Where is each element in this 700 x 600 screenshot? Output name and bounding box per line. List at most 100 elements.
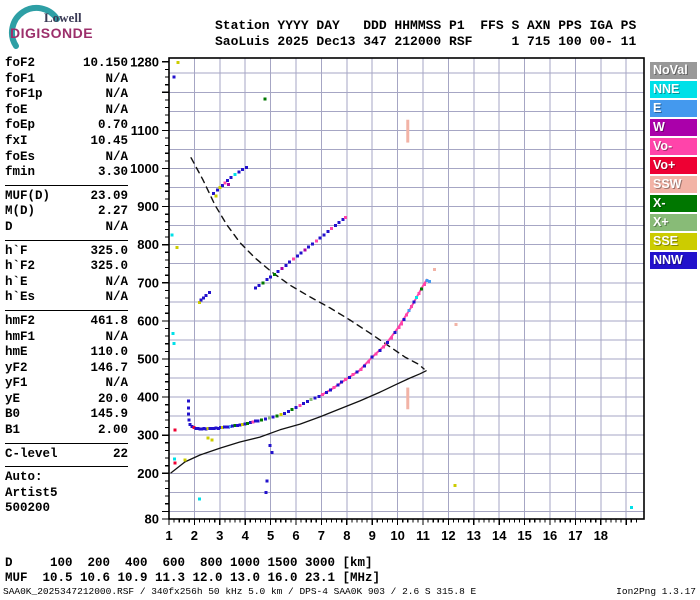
param-row: yF1 N/A xyxy=(5,376,128,392)
scattered-echoes-point xyxy=(427,280,431,284)
echo-direction-legend: NoVal NNE E W Vo- Vo+ SSW X- X+ SSE NNW xyxy=(650,62,697,271)
lowell-digisonde-logo: Lowell DIGISONDE xyxy=(4,2,134,54)
param-value: 10.150 xyxy=(82,56,128,70)
header-station-values: SaoLuis 2025 Dec13 347 212000 RSF 1 715 … xyxy=(215,34,637,49)
y-axis-label: 600 xyxy=(137,313,159,328)
F-trace-point xyxy=(313,396,317,400)
2F-multiple-trace-point xyxy=(197,301,201,305)
F-trace-point xyxy=(260,418,264,422)
y-axis-label: 700 xyxy=(137,275,159,290)
2F-multiple-trace-point xyxy=(257,283,261,287)
F-trace-point xyxy=(224,425,228,429)
param-label: h`E xyxy=(5,274,28,289)
plot-frame xyxy=(168,57,645,520)
param-row: M(D) 2.27 xyxy=(5,204,128,220)
2F-multiple-trace-point xyxy=(284,263,288,267)
3F-multiple-trace-point xyxy=(211,191,215,195)
F-trace-point xyxy=(188,423,192,427)
3F-multiple-trace-point xyxy=(218,186,222,190)
2F-multiple-trace-point xyxy=(208,291,212,295)
F-trace-point xyxy=(246,421,250,425)
scattered-echoes-point xyxy=(173,461,177,465)
y-axis-label: 200 xyxy=(137,466,159,481)
param-value: N/A xyxy=(105,149,128,164)
F-trace-point xyxy=(222,425,226,429)
F-trace-point xyxy=(208,426,212,430)
F-trace-point xyxy=(187,412,191,416)
2F-multiple-trace-point xyxy=(253,286,257,290)
param-row: hmF1 N/A xyxy=(5,330,128,346)
F-trace-point xyxy=(256,419,260,423)
scattered-echoes-point xyxy=(264,490,268,494)
F-trace-point xyxy=(279,413,283,417)
2F-multiple-trace-point xyxy=(269,275,273,279)
x-axis-label: 12 xyxy=(441,528,455,543)
param-label: foE xyxy=(5,102,28,117)
F-trace-point xyxy=(216,426,220,430)
param-label: foEs xyxy=(5,149,36,164)
F-trace-point xyxy=(385,341,389,345)
x-axis-label: 9 xyxy=(369,528,376,543)
F-trace-point xyxy=(415,296,419,300)
F-trace-point xyxy=(407,309,411,313)
y-axis-label: 1280 xyxy=(130,54,159,69)
x-axis-label: 14 xyxy=(492,528,507,543)
param-group-divider xyxy=(5,309,128,311)
x-axis-label: 1 xyxy=(165,528,172,543)
2F-multiple-trace-point xyxy=(265,278,269,282)
F-trace-point xyxy=(198,427,202,431)
3F-multiple-trace-point xyxy=(223,181,227,185)
F-trace-point xyxy=(194,426,198,430)
3F-multiple-trace-point xyxy=(220,184,224,188)
legend-item-vo: Vo+ xyxy=(650,157,697,174)
y-axis-label: 500 xyxy=(137,351,159,366)
scattered-echoes-point xyxy=(197,497,201,501)
scattered-echoes-point xyxy=(206,436,210,440)
F-trace-point xyxy=(212,426,216,430)
F-trace-point xyxy=(251,420,255,424)
F-trace-point xyxy=(402,318,406,322)
param-row: h`E N/A xyxy=(5,275,128,291)
param-label: foF2 xyxy=(5,56,36,70)
scattered-echoes-point xyxy=(263,97,267,101)
F-trace-point xyxy=(298,403,302,407)
2F-multiple-trace-point xyxy=(314,239,318,243)
scattered-echoes-point xyxy=(172,75,176,79)
2F-multiple-trace-point xyxy=(291,257,295,261)
F-trace-point xyxy=(405,313,408,317)
3F-multiple-trace-point xyxy=(244,165,248,169)
F-trace-point xyxy=(190,424,194,428)
legend-item-w: W xyxy=(650,119,697,136)
scattered-echoes-point xyxy=(629,506,633,510)
scattered-echoes-point xyxy=(453,483,457,487)
F-trace-point xyxy=(344,378,348,382)
F-trace-point xyxy=(351,373,355,377)
F-trace-point xyxy=(210,427,214,431)
F-trace-point xyxy=(238,423,242,427)
x-axis-label: 7 xyxy=(318,528,325,543)
F-trace-point xyxy=(347,375,351,379)
param-value: 3.30 xyxy=(97,165,128,180)
F-trace-point xyxy=(241,423,245,427)
x-axis-label: 11 xyxy=(416,528,430,543)
param-value: 145.9 xyxy=(90,407,128,422)
param-label: B0 xyxy=(5,407,21,422)
scattered-echoes-point xyxy=(175,245,179,249)
x-axis-label: 18 xyxy=(594,528,608,543)
F-trace-point xyxy=(267,416,271,420)
2F-multiple-trace-point xyxy=(344,215,348,219)
legend-item-x: X+ xyxy=(650,214,697,231)
y-axis-label: 800 xyxy=(137,237,159,252)
param-value: 10.45 xyxy=(90,133,128,148)
legend-item-vo: Vo- xyxy=(650,138,697,155)
F-trace-point xyxy=(397,325,401,329)
F-trace-point xyxy=(412,300,416,304)
param-row: hmF2 461.8 xyxy=(5,314,128,330)
2F-multiple-trace-point xyxy=(337,221,341,225)
scattered-echoes-point xyxy=(210,438,214,442)
param-value: 0.70 xyxy=(97,118,128,133)
F-trace-point xyxy=(336,383,340,387)
param-row: Artist5 xyxy=(5,486,128,502)
muf-table-row-d: D 100 200 400 600 800 1000 1500 3000 [km… xyxy=(5,556,373,570)
